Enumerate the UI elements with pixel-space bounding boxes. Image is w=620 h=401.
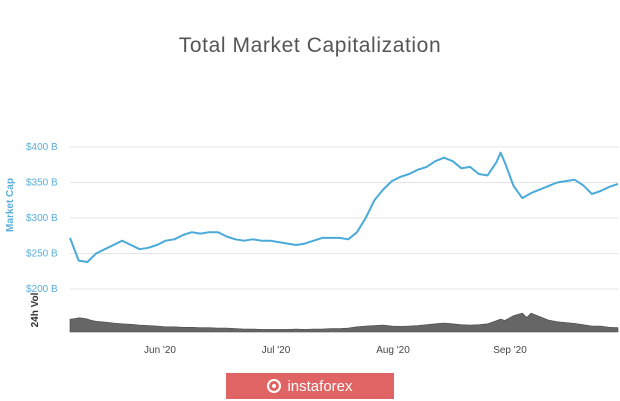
y-tick-label: $350 B [26, 178, 58, 189]
y-tick-label: $250 B [26, 249, 58, 260]
volume-area-series [69, 312, 619, 333]
watermark-banner: instaforex [226, 373, 394, 399]
x-tick-label: Jun '20 [144, 345, 176, 356]
y-tick-label: $300 B [26, 213, 58, 224]
volume-axis-title: 24h Vol [30, 292, 41, 327]
x-tick-label: Jul '20 [262, 345, 291, 356]
watermark-text: instaforex [287, 377, 353, 395]
instaforex-logo-icon [267, 379, 282, 393]
chart-title: Total Market Capitalization [178, 34, 442, 57]
y-axis-title: Market Cap [5, 178, 16, 232]
x-tick-label: Aug '20 [376, 345, 410, 356]
market-cap-line-series [69, 151, 619, 263]
x-tick-label: Sep '20 [493, 345, 527, 356]
y-tick-label: $400 B [26, 142, 58, 153]
y-tick-label: $200 B [26, 284, 58, 295]
